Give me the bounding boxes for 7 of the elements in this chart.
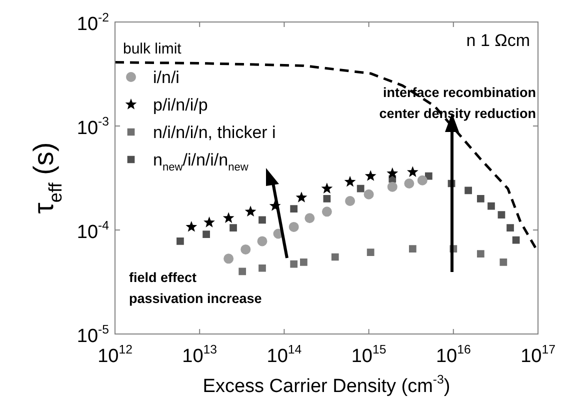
y-axis-title: τeff (s) (28, 142, 66, 214)
legend-label: p/i/n/i/p (153, 96, 208, 114)
annotation: n 1 Ωcm (466, 31, 530, 50)
series-label: bulk limit (123, 40, 182, 58)
legend-label: i/n/i (153, 68, 180, 87)
legend-label: n/i/n/i/n, thicker i (153, 123, 276, 142)
annotation: field effect passivation increase (129, 270, 262, 306)
